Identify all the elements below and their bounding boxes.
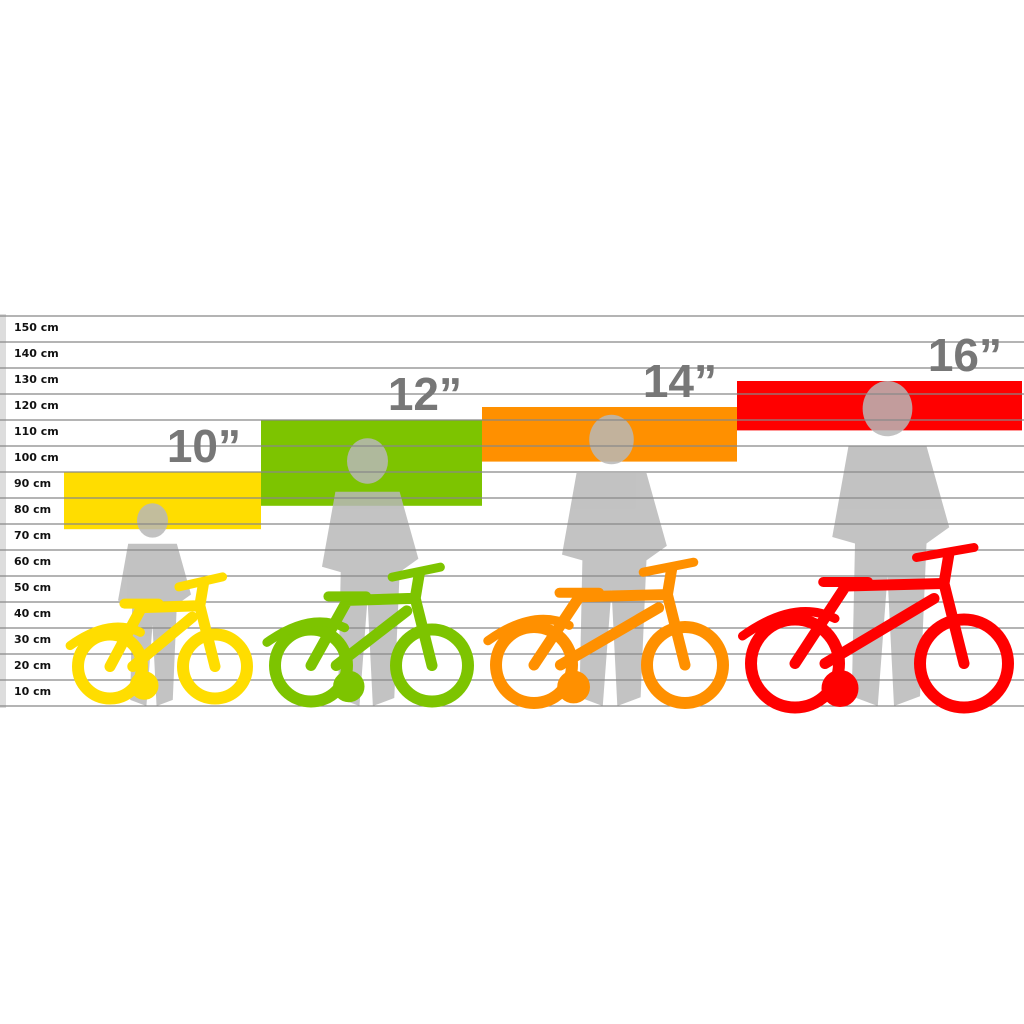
- bike-mudguard: [738, 607, 840, 641]
- size-label: 14”: [643, 355, 717, 407]
- y-tick-label: 10 cm: [14, 685, 51, 698]
- bike-rear-wheel: [490, 621, 578, 709]
- size-label: 10”: [167, 420, 241, 472]
- bike: [65, 572, 253, 705]
- bike-front-wheel: [914, 613, 1014, 714]
- bike-rear-wheel: [745, 613, 845, 714]
- bike-frame: [305, 567, 438, 671]
- y-tick-label: 70 cm: [14, 529, 51, 542]
- bike-handlebar: [387, 562, 445, 582]
- bike-rear-wheel: [72, 628, 148, 705]
- bike-handlebar: [174, 572, 228, 592]
- child-head: [862, 381, 913, 437]
- bike-mudguard: [65, 622, 145, 651]
- y-tick-label: 130 cm: [14, 373, 59, 386]
- ruler-strip: [0, 314, 6, 708]
- child-head: [347, 438, 388, 484]
- y-tick-label: 110 cm: [14, 425, 59, 438]
- bike: [483, 557, 729, 709]
- y-tick-label: 30 cm: [14, 633, 51, 646]
- bike-front-wheel: [177, 628, 253, 705]
- y-tick-label: 90 cm: [14, 477, 51, 490]
- bike-mudguard: [262, 617, 350, 647]
- size-label: 12”: [388, 368, 462, 420]
- bike-handlebar: [912, 543, 979, 562]
- bike-frame: [104, 577, 221, 672]
- y-tick-label: 140 cm: [14, 347, 59, 360]
- size-label: 16”: [928, 329, 1002, 381]
- y-tick-label: 100 cm: [14, 451, 59, 464]
- bike-training-wheel: [129, 671, 159, 700]
- bike-front-wheel: [641, 621, 729, 709]
- bike-frame: [528, 562, 691, 671]
- y-tick-label: 150 cm: [14, 321, 59, 334]
- child-head: [136, 503, 169, 538]
- bike: [738, 543, 1014, 714]
- bike-frame: [789, 548, 970, 669]
- y-tick-label: 60 cm: [14, 555, 51, 568]
- y-tick-label: 50 cm: [14, 581, 51, 594]
- bike-front-wheel: [390, 623, 474, 708]
- bike-handlebar: [638, 557, 699, 577]
- bike-training-wheel: [821, 670, 859, 707]
- y-tick-label: 40 cm: [14, 607, 51, 620]
- bike-training-wheel: [333, 670, 365, 703]
- bike: [262, 562, 474, 708]
- bike-silhouettes: [65, 543, 1014, 714]
- y-tick-label: 120 cm: [14, 399, 59, 412]
- y-tick-label: 80 cm: [14, 503, 51, 516]
- y-tick-label: 20 cm: [14, 659, 51, 672]
- labels: 10 cm 20 cm 30 cm 40 cm 50 cm 60 cm 70 cm 80 cm…: [14, 321, 1002, 698]
- bike-training-wheel: [557, 670, 590, 704]
- bike-mudguard: [483, 614, 574, 646]
- child-head: [589, 414, 634, 465]
- bike-rear-wheel: [269, 623, 353, 708]
